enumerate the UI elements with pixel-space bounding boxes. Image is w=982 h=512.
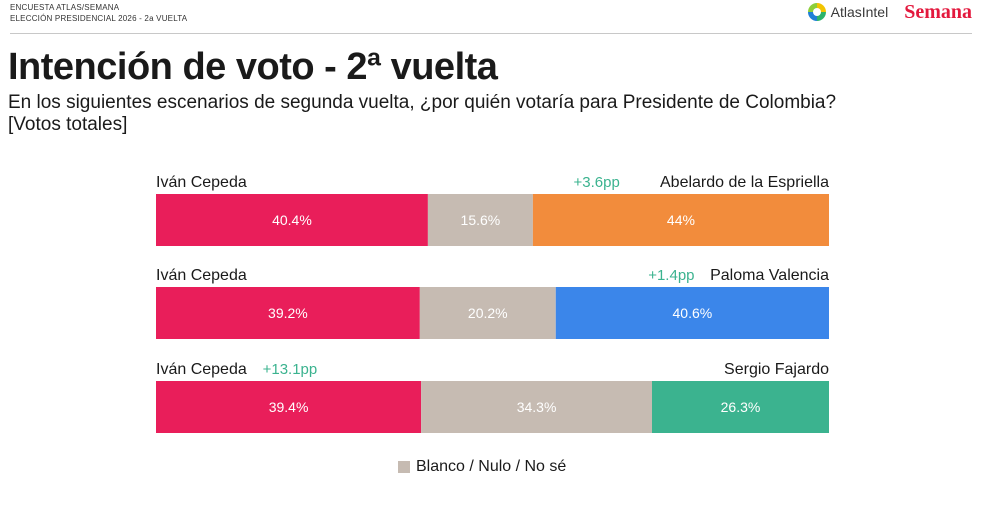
legend: Blanco / Nulo / No sé bbox=[398, 458, 566, 476]
candidate-right-name: Abelardo de la Espriella bbox=[660, 174, 829, 191]
candidate-left-name: Iván Cepeda bbox=[156, 174, 247, 191]
chart-title: Intención de voto - 2ª vuelta bbox=[8, 46, 498, 88]
bar-segment-left bbox=[156, 381, 422, 433]
survey-header: ENCUESTA ATLAS/SEMANA ELECCIÓN PRESIDENC… bbox=[10, 2, 187, 24]
data-label-blank: 15.6% bbox=[461, 212, 501, 228]
semana-logo: Semana bbox=[904, 0, 972, 23]
data-label-right: 40.6% bbox=[673, 305, 713, 321]
bar-segment-blank bbox=[427, 194, 533, 246]
atlasintel-icon bbox=[807, 3, 826, 21]
subtitle-note: [Votos totales] bbox=[8, 114, 128, 135]
election-name: ELECCIÓN PRESIDENCIAL 2026 - 2a VUELTA bbox=[10, 14, 188, 23]
bar-segment-right bbox=[532, 194, 829, 246]
bar-segment-right bbox=[652, 381, 829, 433]
bar-segment-left bbox=[156, 287, 420, 339]
atlasintel-wordmark: AtlasIntel bbox=[830, 4, 889, 20]
lead-margin: +1.4pp bbox=[648, 267, 694, 284]
data-label-left: 40.4% bbox=[272, 212, 312, 228]
candidate-left-name: Iván Cepeda bbox=[156, 361, 247, 378]
legend-swatch-blank bbox=[398, 461, 410, 473]
logos: AtlasIntel Semana bbox=[807, 0, 972, 24]
bar-segment-right bbox=[555, 287, 829, 339]
bar-segment-left bbox=[156, 194, 428, 246]
bar-segment-blank bbox=[419, 287, 556, 339]
candidate-right-name: Paloma Valencia bbox=[710, 267, 829, 284]
atlasintel-logo: AtlasIntel bbox=[807, 3, 889, 21]
lead-margin: +3.6pp bbox=[574, 174, 620, 191]
data-label-right: 26.3% bbox=[721, 399, 761, 415]
data-label-left: 39.2% bbox=[268, 305, 308, 321]
candidate-right-name: Sergio Fajardo bbox=[724, 361, 829, 378]
candidate-left-name: Iván Cepeda bbox=[156, 267, 247, 284]
data-label-blank: 34.3% bbox=[517, 399, 557, 415]
bar-segment-blank bbox=[421, 381, 653, 433]
data-label-blank: 20.2% bbox=[468, 305, 508, 321]
header-divider bbox=[10, 33, 972, 34]
survey-name: ENCUESTA ATLAS/SEMANA bbox=[10, 3, 120, 12]
lead-margin: +13.1pp bbox=[263, 361, 318, 378]
chart-subtitle: En los siguientes escenarios de segunda … bbox=[8, 92, 836, 136]
data-label-left: 39.4% bbox=[269, 399, 309, 415]
legend-label: Blanco / Nulo / No sé bbox=[416, 458, 567, 475]
data-label-right: 44% bbox=[667, 212, 695, 228]
subtitle-question: En los siguientes escenarios de segunda … bbox=[8, 92, 837, 113]
